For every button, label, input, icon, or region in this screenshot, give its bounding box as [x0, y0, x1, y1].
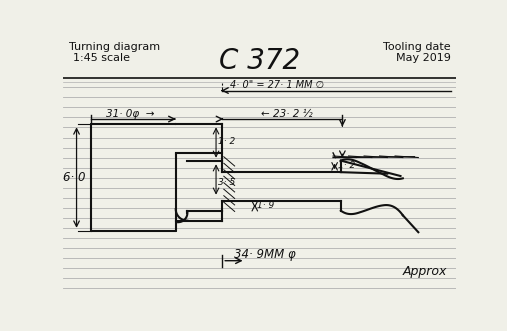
- Text: 6· 0: 6· 0: [63, 171, 86, 184]
- Text: Tooling date: Tooling date: [383, 42, 451, 52]
- Text: 1· 9: 1· 9: [257, 201, 274, 210]
- Text: Turning diagram: Turning diagram: [69, 42, 160, 52]
- Text: C 372: C 372: [219, 47, 300, 75]
- Text: 1:45 scale: 1:45 scale: [73, 53, 130, 63]
- Text: 4· 0" = 27· 1 MM ∅: 4· 0" = 27· 1 MM ∅: [230, 80, 324, 90]
- Text: May 2019: May 2019: [396, 53, 451, 63]
- Text: 31· 0φ  →: 31· 0φ →: [106, 109, 155, 119]
- Text: ← 23· 2 ½: ← 23· 2 ½: [261, 109, 313, 119]
- Text: 3· 5: 3· 5: [218, 178, 235, 187]
- Text: 1· 2: 1· 2: [339, 161, 356, 170]
- Text: 34· 9MM φ: 34· 9MM φ: [234, 248, 296, 260]
- Text: 1· 2: 1· 2: [219, 137, 236, 146]
- Text: Approx: Approx: [403, 264, 447, 278]
